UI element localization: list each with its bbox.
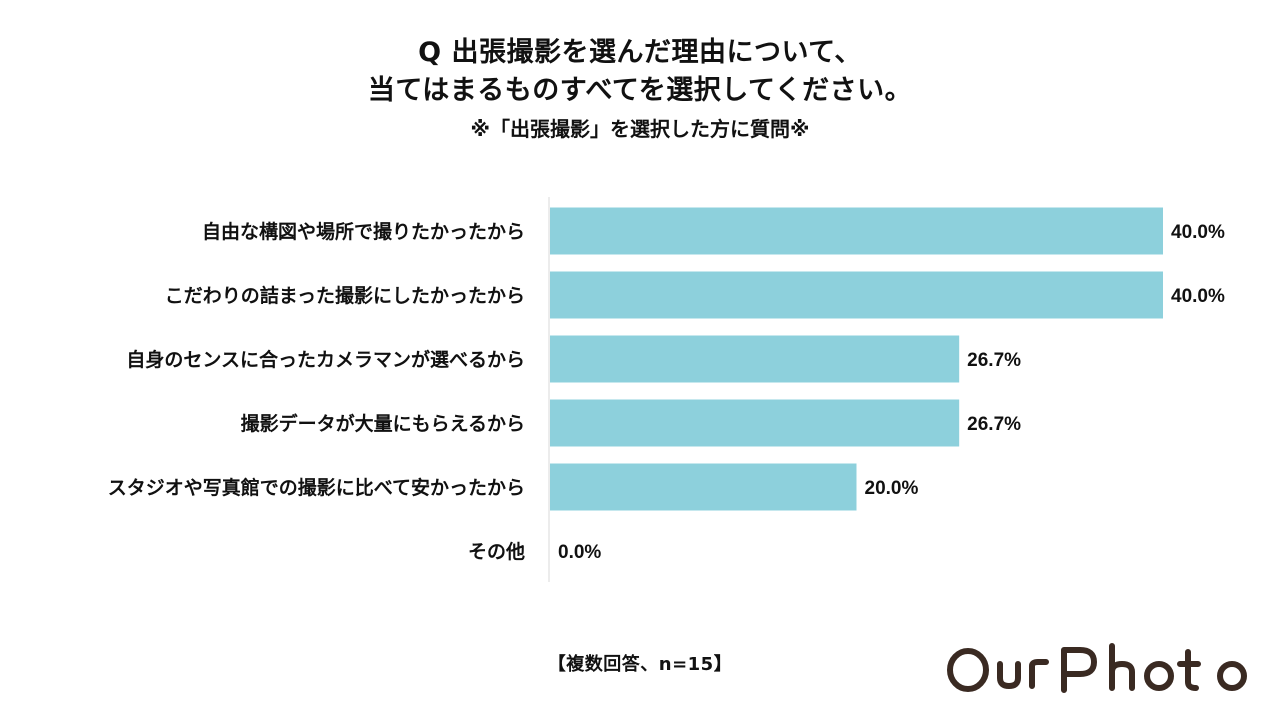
data-label: 40.0%	[1171, 222, 1225, 243]
category-label: スタジオや写真館での撮影に比べて安かったから	[108, 476, 525, 499]
ourphoto-logo	[947, 643, 1247, 693]
data-label: 40.0%	[1171, 286, 1225, 307]
bar	[550, 335, 960, 383]
bar-chart: 自由な構図や場所で撮りたかったから 40.0% こだわりの詰まった撮影にしたかったか…	[108, 197, 1225, 582]
bar	[550, 463, 857, 511]
chart-title-line-2: 当てはまるものすべてを選択してください。	[367, 75, 913, 106]
bar	[550, 207, 1163, 255]
category-label: 自身のセンスに合ったカメラマンが選べるから	[126, 348, 525, 371]
data-label: 26.7%	[967, 414, 1021, 435]
category-label: 自由な構図や場所で撮りたかったから	[202, 220, 525, 243]
data-label: 20.0%	[865, 478, 919, 499]
category-label: こだわりの詰まった撮影にしたかったから	[165, 284, 525, 307]
bar	[550, 271, 1163, 319]
category-label: 撮影データが大量にもらえるから	[241, 412, 525, 435]
chart-title-line-1: Q 出張撮影を選んだ理由について、	[418, 37, 862, 68]
category-label: その他	[468, 540, 525, 563]
sample-note: 【複数回答、n=15】	[547, 654, 733, 675]
data-label: 0.0%	[558, 542, 601, 563]
chart-title: Q 出張撮影を選んだ理由について、 当てはまるものすべてを選択してください。 ※…	[0, 34, 1280, 144]
chart-subtitle: ※「出張撮影」を選択した方に質問※	[470, 117, 810, 141]
bar	[550, 399, 960, 447]
data-label: 26.7%	[967, 350, 1021, 371]
